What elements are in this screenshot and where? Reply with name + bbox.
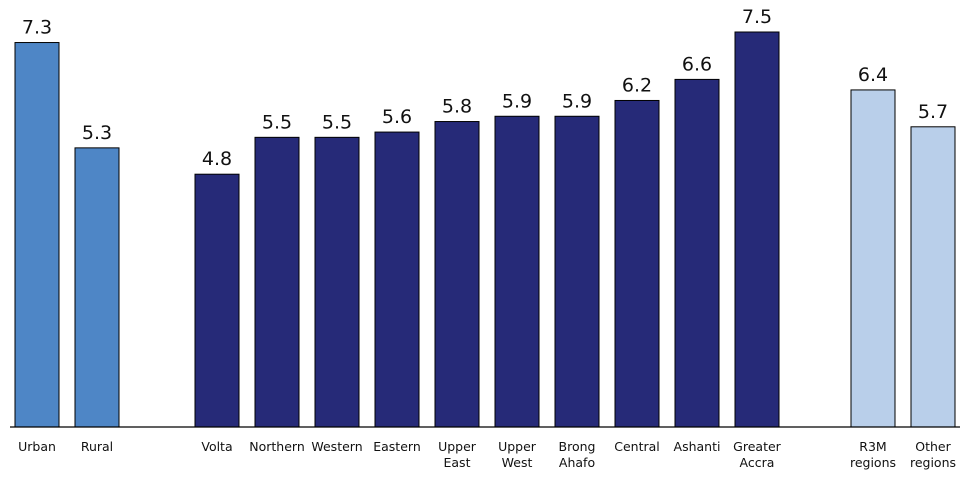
value-label-ashanti: 6.6	[682, 53, 712, 75]
bar-greater-accra	[734, 31, 780, 428]
bar-brong-ahafo	[554, 115, 600, 428]
category-label-central: Central	[614, 439, 660, 454]
value-label-r3m-regions: 6.4	[858, 64, 888, 86]
category-label-volta: Volta	[201, 439, 232, 454]
category-label-urban: Urban	[18, 439, 56, 454]
bar-urban	[14, 42, 60, 428]
bar-central	[614, 99, 660, 428]
value-label-rural: 5.3	[82, 122, 112, 144]
category-label-greater-accra: Greater Accra	[733, 439, 781, 470]
bar-r3m-regions	[850, 89, 896, 428]
value-label-eastern: 5.6	[382, 106, 412, 128]
value-label-brong-ahafo: 5.9	[562, 90, 592, 112]
value-label-greater-accra: 7.5	[742, 6, 772, 28]
bar-upper-east	[434, 121, 480, 428]
category-label-eastern: Eastern	[373, 439, 421, 454]
category-label-r3m-regions: R3M regions	[850, 439, 896, 470]
bar-volta	[194, 173, 240, 428]
value-label-western: 5.5	[322, 111, 352, 133]
bar-other-regions	[910, 126, 956, 428]
category-label-rural: Rural	[81, 439, 113, 454]
value-label-volta: 4.8	[202, 148, 232, 170]
bar-northern	[254, 136, 300, 428]
bar-ashanti	[674, 78, 720, 428]
bar-upper-west	[494, 115, 540, 428]
bar-eastern	[374, 131, 420, 428]
category-label-brong-ahafo: Brong Ahafo	[559, 439, 596, 470]
labels-layer: 7.3 Urban 5.3 Rural 4.8 Volta 5.5 Northern 5.5 We…	[18, 6, 956, 470]
value-label-upper-west: 5.9	[502, 90, 532, 112]
category-label-ashanti: Ashanti	[674, 439, 721, 454]
category-label-upper-west: Upper West	[498, 439, 537, 470]
bars-layer	[14, 31, 956, 428]
value-label-upper-east: 5.8	[442, 96, 472, 118]
value-label-other-regions: 5.7	[918, 101, 948, 123]
value-label-northern: 5.5	[262, 111, 292, 133]
value-label-urban: 7.3	[22, 17, 52, 39]
category-label-western: Western	[311, 439, 362, 454]
bar-western	[314, 136, 360, 428]
category-label-other-regions: Other regions	[910, 439, 956, 470]
value-label-central: 6.2	[622, 74, 652, 96]
bar-rural	[74, 147, 120, 428]
category-label-upper-east: Upper East	[438, 439, 477, 470]
category-label-northern: Northern	[249, 439, 305, 454]
